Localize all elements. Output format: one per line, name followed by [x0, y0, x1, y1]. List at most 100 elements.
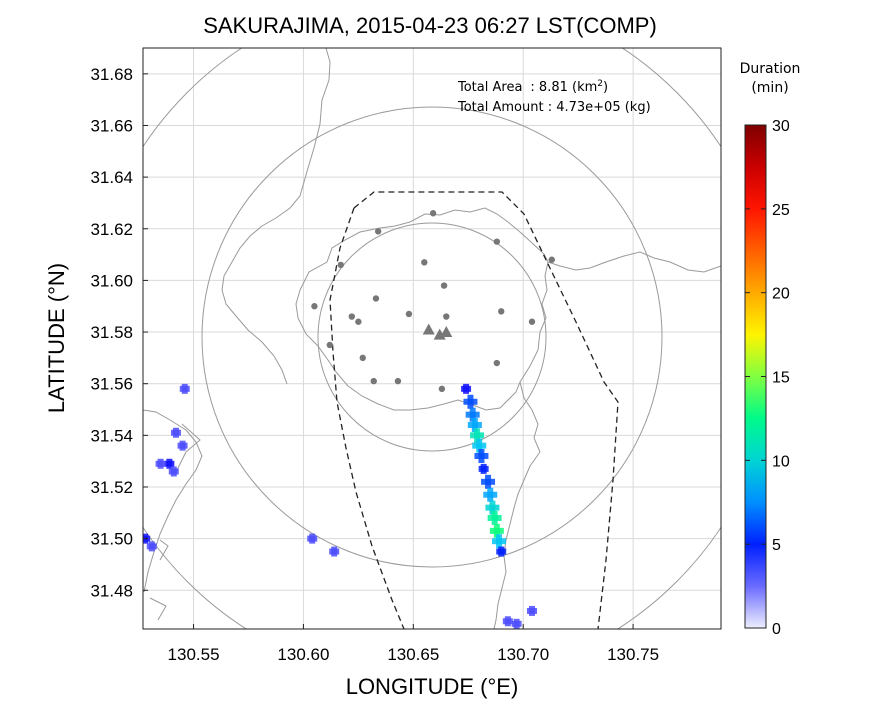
station-marker [326, 341, 334, 349]
station-marker [438, 385, 446, 393]
gridlines [143, 48, 721, 629]
deposit-cell [471, 418, 478, 433]
total-amount-text: Total Amount : 4.73e+05 (kg) [457, 100, 651, 115]
deposit-cell [487, 487, 494, 502]
deposit-cell [474, 428, 481, 443]
y-tick-label: 31.52 [90, 478, 133, 497]
colorbar-tick-label: 20 [772, 286, 790, 303]
range-ring-middle [201, 106, 663, 568]
y-tick-label: 31.62 [90, 220, 133, 239]
station-marker [528, 318, 536, 325]
x-tick-label: 130.70 [497, 645, 549, 664]
colorbar-tick-label: 25 [772, 202, 790, 219]
osumi-coast-east [547, 251, 721, 273]
colorbar-tick-label: 5 [772, 537, 781, 554]
deposit-cell [469, 407, 476, 422]
y-tick-label: 31.60 [90, 271, 133, 290]
station-marker [359, 354, 366, 362]
station-marker [443, 313, 450, 320]
deposit-cell [170, 466, 177, 477]
deposit-cell [181, 383, 188, 394]
osumi-coast-upper [221, 48, 331, 385]
deposit-cell [480, 463, 487, 474]
x-tick-label: 130.65 [387, 645, 439, 664]
observation-stations [311, 210, 555, 393]
y-tick-label: 31.50 [90, 530, 133, 549]
y-tick-label: 31.68 [90, 65, 133, 84]
deposit-cell [166, 458, 173, 469]
summit-triangle [422, 323, 435, 335]
y-tick-label: 31.56 [90, 375, 133, 394]
total-area-superscript: 2 [597, 79, 603, 89]
deposit-cell [485, 474, 492, 489]
station-marker [355, 318, 362, 325]
station-marker [311, 303, 318, 310]
deposit-cell [309, 533, 316, 544]
station-marker [370, 377, 377, 385]
deposit-cell [513, 618, 520, 629]
deposit-cell [476, 438, 483, 453]
deposit-cell [528, 605, 535, 616]
y-tick-label: 31.64 [90, 168, 133, 187]
y-tick-label: 31.66 [90, 116, 133, 135]
colorbar-title-line2: (min) [751, 80, 788, 96]
deposit-cell [179, 440, 186, 451]
deposit-cell [496, 534, 503, 549]
y-tick-label: 31.48 [90, 581, 133, 600]
coastline [143, 48, 721, 629]
range-rings [143, 48, 721, 629]
station-marker [372, 295, 380, 302]
x-axis-ticks: 130.55 130.60 130.65 130.70 130.75 [168, 624, 659, 664]
x-tick-label: 130.55 [168, 645, 220, 664]
range-ring-inner [317, 222, 547, 452]
station-marker [374, 228, 382, 235]
colorbar-tick-label: 30 [772, 118, 790, 135]
deposit-cell [498, 546, 505, 557]
colorbar-ticks: 0 5 10 15 20 25 30 [745, 118, 790, 638]
total-area-label: Total Area [457, 80, 522, 95]
total-area-value: : 8.81 (km [530, 80, 597, 95]
total-area-text: Total Area: 8.81 (km2) [457, 79, 608, 95]
deposit-cell [331, 546, 338, 557]
x-tick-label: 130.75 [607, 645, 659, 664]
colorbar-tick-label: 10 [772, 453, 790, 470]
deposit-cell [463, 383, 470, 394]
station-marker [405, 310, 413, 318]
restricted-area-boundary [329, 191, 619, 629]
station-marker [394, 377, 402, 385]
deposit-cell [467, 394, 474, 409]
y-axis-label: LATITUDE (°N) [44, 263, 69, 413]
summit-craters [422, 323, 453, 340]
deposit-cell [478, 448, 485, 463]
plot-frame [142, 47, 722, 630]
y-tick-label: 31.54 [90, 426, 133, 445]
colorbar-tick-label: 0 [772, 621, 781, 638]
x-tick-label: 130.60 [277, 645, 329, 664]
sakurajima-coastline [295, 207, 549, 411]
y-axis-ticks: 31.48 31.50 31.52 31.54 31.56 31.58 31.60 31.62… [90, 65, 148, 600]
station-marker [421, 259, 428, 266]
kagoshima-bay-east-shore [493, 381, 541, 629]
map-title: SAKURAJIMA, 2015-04-23 06:27 LST(COMP) [203, 13, 657, 38]
deposit-cell [489, 500, 496, 515]
colorbar-tick-label: 15 [772, 370, 790, 387]
deposit-cell [493, 523, 500, 538]
station-marker [348, 313, 355, 320]
colorbar-title-line1: Duration [740, 61, 801, 77]
station-marker [440, 282, 448, 289]
station-marker [493, 238, 501, 245]
y-tick-label: 31.58 [90, 323, 133, 342]
deposit-cell [148, 541, 155, 552]
kagoshima-port-piers [149, 423, 201, 621]
deposit-cell [491, 510, 498, 525]
station-marker [498, 308, 505, 315]
station-marker [337, 261, 344, 269]
station-marker [548, 256, 555, 263]
station-marker [429, 210, 437, 217]
colorbar: Duration (min) 0 5 10 15 20 25 30 [740, 61, 801, 638]
x-axis-label: LONGITUDE (°E) [346, 674, 519, 699]
summit-triangle [440, 326, 453, 338]
plot-background [143, 48, 721, 629]
deposit-cell [172, 427, 179, 438]
